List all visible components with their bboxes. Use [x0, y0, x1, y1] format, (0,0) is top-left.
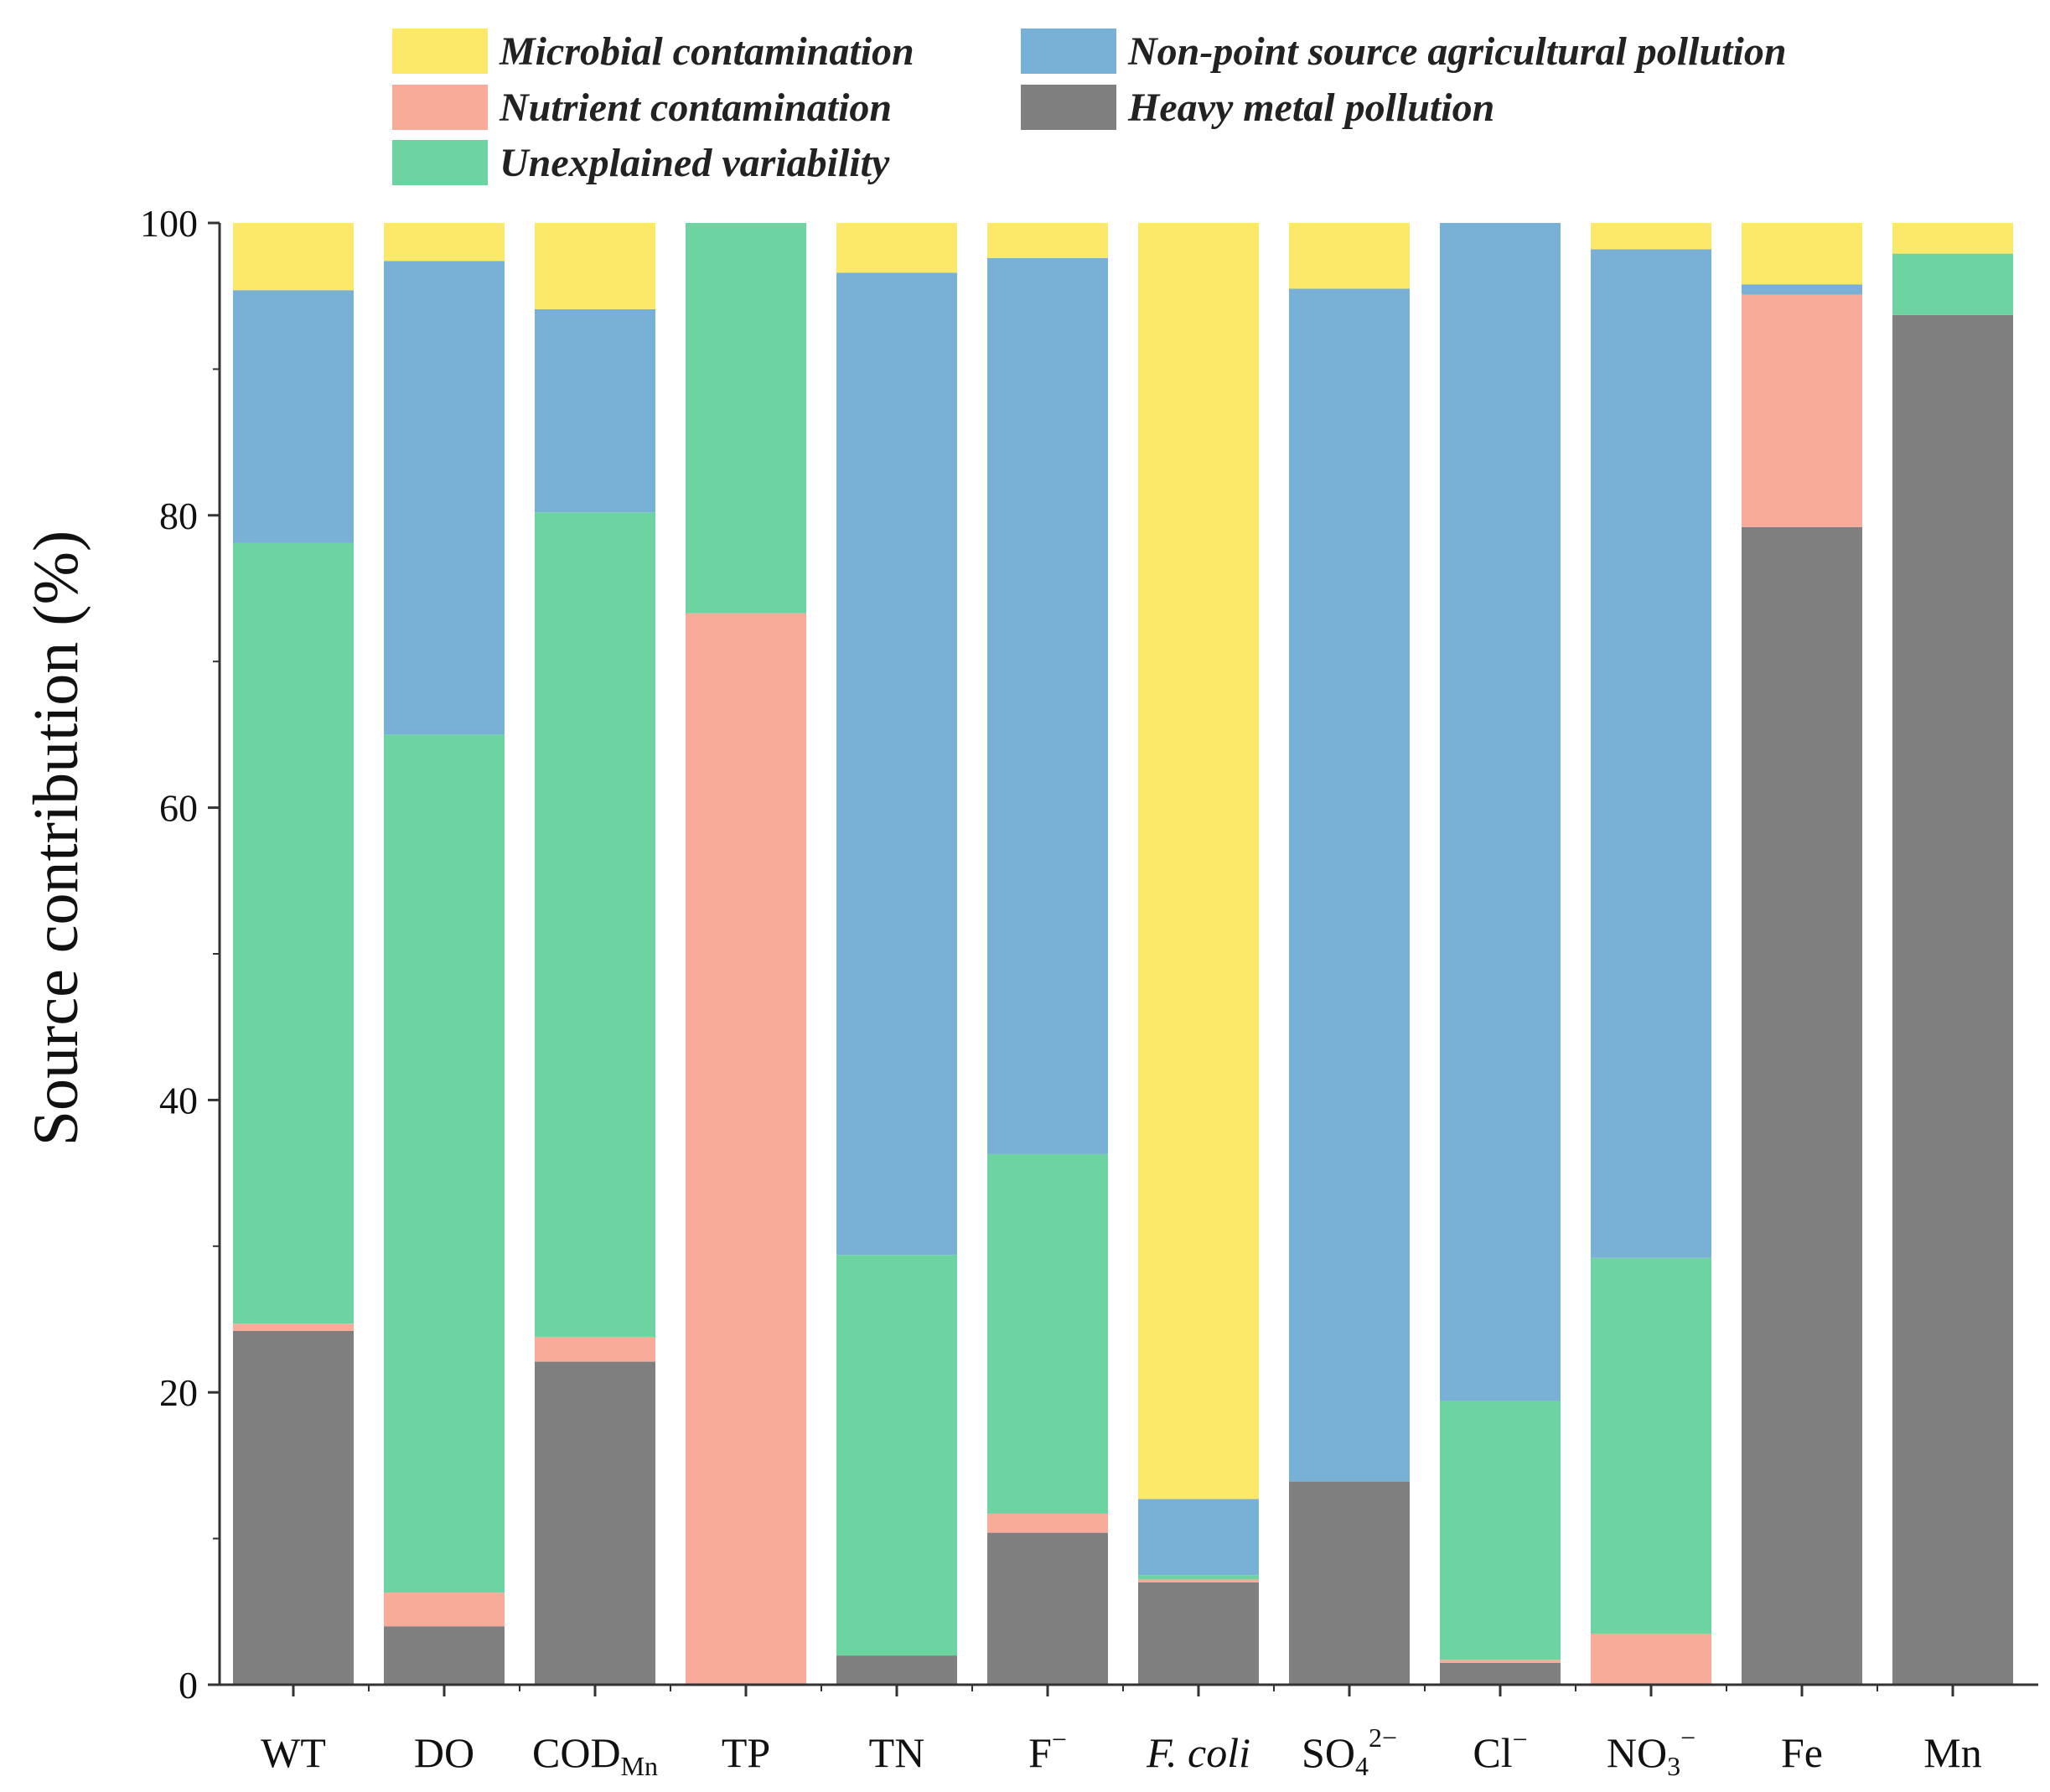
bar-segment-wt-unexplained-variability — [233, 542, 354, 1324]
bar-segment-cl-nutrient-contamination — [1440, 1660, 1561, 1663]
legend-label-nutrient-contamination: Nutrient contamination — [499, 85, 892, 130]
y-tick-label: 20 — [159, 1371, 198, 1414]
bar-segment-codmn-microbial-contamination — [535, 223, 655, 309]
x-tick-label-tp: TP — [722, 1729, 770, 1776]
bar-segment-fe-microbial-contamination — [1742, 223, 1862, 285]
x-tick-label-do: DO — [414, 1729, 474, 1776]
y-tick-label: 40 — [159, 1079, 198, 1121]
y-tick-label: 100 — [140, 202, 198, 245]
bar-segment-f-coli-microbial-contamination — [1138, 223, 1259, 1499]
bar-segment-wt-heavy-metal-pollution — [233, 1330, 354, 1685]
legend-swatch-nutrient-contamination — [392, 85, 488, 130]
x-tick-label-so4: SO42− — [1302, 1722, 1397, 1781]
legend-label-microbial-contamination: Microbial contamination — [499, 29, 914, 74]
bar-segment-tp-nutrient-contamination — [686, 613, 806, 1686]
y-axis-title: Source contribution (%) — [21, 531, 91, 1146]
legend-swatch-heavy-metal-pollution — [1021, 85, 1116, 130]
x-tick-label-f: F− — [1028, 1724, 1067, 1776]
bar-segment-fe-nutrient-contamination — [1742, 294, 1862, 527]
x-tick-label-fe: Fe — [1781, 1729, 1823, 1776]
bar-segment-do-non-point-source-agricultural-pollution — [384, 261, 505, 735]
bar-segment-f-nutrient-contamination — [987, 1513, 1108, 1533]
bar-segment-do-microbial-contamination — [384, 223, 505, 262]
y-tick-label: 0 — [179, 1664, 198, 1707]
bar-segment-so4-non-point-source-agricultural-pollution — [1289, 288, 1410, 1482]
legend-label-unexplained-variability: Unexplained variability — [500, 141, 890, 185]
legend: Microbial contamination Non-point source … — [392, 28, 1787, 185]
bar-segment-tn-unexplained-variability — [836, 1255, 957, 1656]
y-tick-label: 80 — [159, 495, 198, 537]
bars — [233, 223, 2013, 1686]
bar-segment-f-heavy-metal-pollution — [987, 1532, 1108, 1685]
bar-segment-f-unexplained-variability — [987, 1153, 1108, 1514]
bar-segment-tn-non-point-source-agricultural-pollution — [836, 272, 957, 1256]
bar-segment-cl-non-point-source-agricultural-pollution — [1440, 223, 1561, 1401]
legend-swatch-unexplained-variability — [392, 140, 488, 185]
bar-segment-mn-heavy-metal-pollution — [1892, 314, 2013, 1685]
bar-segment-so4-heavy-metal-pollution — [1289, 1481, 1410, 1685]
legend-label-heavy-metal-pollution: Heavy metal pollution — [1127, 85, 1494, 130]
x-tick-label-mn: Mn — [1923, 1729, 1981, 1776]
bar-segment-fe-heavy-metal-pollution — [1742, 526, 1862, 1686]
bar-segment-codmn-non-point-source-agricultural-pollution — [535, 308, 655, 513]
bar-segment-codmn-heavy-metal-pollution — [535, 1361, 655, 1685]
bar-segment-mn-microbial-contamination — [1892, 223, 2013, 254]
bar-segment-no3-non-point-source-agricultural-pollution — [1591, 249, 1711, 1258]
bar-segment-so4-microbial-contamination — [1289, 223, 1410, 289]
bar-segment-do-nutrient-contamination — [384, 1593, 505, 1627]
bar-segment-f-coli-unexplained-variability — [1138, 1575, 1259, 1580]
bar-segment-wt-microbial-contamination — [233, 223, 354, 291]
bar-segment-do-heavy-metal-pollution — [384, 1626, 505, 1685]
bar-segment-cl-heavy-metal-pollution — [1440, 1662, 1561, 1685]
x-tick-label-cl: Cl− — [1473, 1724, 1527, 1776]
legend-label-non-point-source-agricultural-pollution: Non-point source agricultural pollution — [1127, 29, 1787, 74]
x-tick-label-no3: NO3− — [1607, 1722, 1695, 1781]
legend-swatch-microbial-contamination — [392, 28, 488, 74]
bar-segment-codmn-nutrient-contamination — [535, 1336, 655, 1362]
bar-segment-mn-unexplained-variability — [1892, 253, 2013, 315]
bar-segment-no3-unexplained-variability — [1591, 1257, 1711, 1634]
x-tick-label-tn: TN — [869, 1729, 925, 1776]
bar-segment-tn-heavy-metal-pollution — [836, 1655, 957, 1685]
bar-segment-fe-non-point-source-agricultural-pollution — [1742, 284, 1862, 295]
bar-segment-codmn-unexplained-variability — [535, 512, 655, 1337]
bar-segment-no3-microbial-contamination — [1591, 223, 1711, 250]
axes: 0 20 40 60 80 100 WT DO CODMn TP TN F− F. coli SO42− C… — [140, 202, 2038, 1781]
legend-swatch-non-point-source-agricultural-pollution — [1021, 28, 1116, 74]
bar-segment-do-unexplained-variability — [384, 734, 505, 1593]
y-tick-label: 60 — [159, 787, 198, 830]
bar-segment-f-coli-nutrient-contamination — [1138, 1579, 1259, 1582]
x-tick-label-codmn: CODMn — [532, 1729, 658, 1781]
x-tick-label-wt: WT — [261, 1729, 326, 1776]
bar-segment-tn-microbial-contamination — [836, 223, 957, 273]
x-tick-label-f-coli: F. coli — [1146, 1729, 1250, 1776]
bar-segment-tp-unexplained-variability — [686, 223, 806, 614]
bar-segment-f-coli-non-point-source-agricultural-pollution — [1138, 1499, 1259, 1576]
bar-segment-f-microbial-contamination — [987, 223, 1108, 258]
bar-segment-cl-unexplained-variability — [1440, 1401, 1561, 1660]
bar-segment-f-non-point-source-agricultural-pollution — [987, 257, 1108, 1154]
bar-segment-wt-nutrient-contamination — [233, 1323, 354, 1331]
bar-segment-no3-nutrient-contamination — [1591, 1633, 1711, 1685]
bar-segment-f-coli-heavy-metal-pollution — [1138, 1582, 1259, 1685]
bar-segment-wt-non-point-source-agricultural-pollution — [233, 290, 354, 543]
